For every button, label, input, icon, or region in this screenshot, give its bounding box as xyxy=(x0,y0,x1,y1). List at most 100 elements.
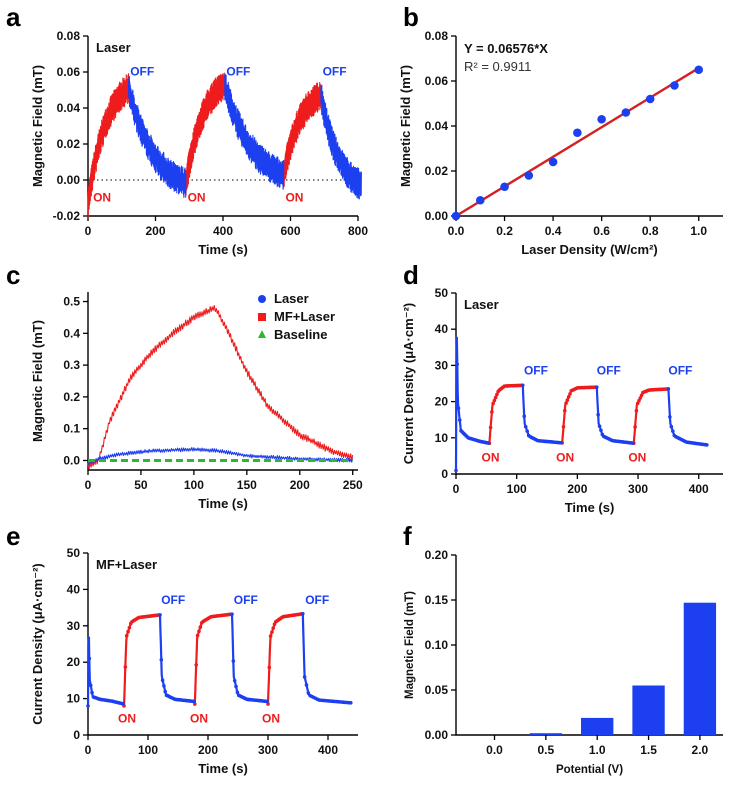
data-marker xyxy=(566,395,571,399)
x-axis-label: Time (s) xyxy=(198,496,248,511)
data-marker xyxy=(192,699,196,704)
annotation-on: ON xyxy=(556,450,574,464)
y-tick-label: 0.08 xyxy=(57,29,81,43)
data-marker xyxy=(230,612,234,616)
series-blue-segment xyxy=(230,614,268,703)
data-marker xyxy=(271,626,276,630)
y-tick-label: 10 xyxy=(67,692,81,706)
series-blue-segment xyxy=(224,73,285,190)
y-axis-label: Magnetic Field (mT) xyxy=(30,65,45,187)
fit-equation: Y = 0.06576*X xyxy=(464,41,548,56)
data-marker xyxy=(486,441,491,445)
data-marker xyxy=(90,690,94,695)
x-tick-label: 800 xyxy=(348,224,368,238)
data-marker xyxy=(562,408,567,413)
bar-1.0 xyxy=(581,717,614,735)
data-marker xyxy=(635,401,640,406)
data-marker xyxy=(525,429,529,433)
y-tick-label: 0.3 xyxy=(63,358,80,372)
annotation-off: OFF xyxy=(234,593,258,607)
annotation-off: OFF xyxy=(130,65,154,79)
annotation-off: OFF xyxy=(668,363,692,377)
annotation-on: ON xyxy=(481,450,499,464)
data-marker xyxy=(561,424,566,429)
data-marker xyxy=(159,657,164,662)
x-tick-label: 50 xyxy=(134,478,148,492)
data-marker xyxy=(488,425,493,430)
annotation-off: OFF xyxy=(305,593,329,607)
x-tick-label: 100 xyxy=(507,482,527,496)
data-marker xyxy=(495,392,499,397)
r-squared: R² = 0.9911 xyxy=(464,59,531,74)
data-marker xyxy=(597,424,602,428)
data-marker xyxy=(304,683,309,687)
data-marker xyxy=(491,401,495,406)
data-point xyxy=(645,94,655,104)
data-marker xyxy=(197,629,201,634)
data-marker xyxy=(234,684,238,689)
data-marker xyxy=(639,393,644,398)
series-laser xyxy=(87,447,354,466)
legend-label: Baseline xyxy=(274,327,327,342)
annotation-on: ON xyxy=(118,711,136,725)
y-tick-label: 50 xyxy=(67,546,81,560)
data-marker xyxy=(265,699,269,704)
data-marker xyxy=(87,656,92,661)
y-tick-label: 0.5 xyxy=(63,295,80,309)
y-tick-label: 20 xyxy=(67,655,81,669)
panel-letter-b: b xyxy=(403,2,419,32)
data-marker xyxy=(127,625,132,630)
y-tick-label: 0 xyxy=(73,728,80,742)
data-marker xyxy=(457,418,462,422)
data-marker xyxy=(559,440,564,445)
y-tick-label: 0.10 xyxy=(425,638,449,652)
panel-b-axes: 0.00 0.02 0.04 0.06 0.08 0.0 0.2 0.4 0.6 0.8 1.0 Ma… xyxy=(398,2,723,257)
data-marker xyxy=(455,362,460,367)
y-tick-label: 0.1 xyxy=(63,422,80,436)
data-marker xyxy=(124,634,129,638)
data-marker xyxy=(158,613,162,617)
series-mf-laser xyxy=(87,305,354,470)
data-marker xyxy=(637,398,641,403)
data-marker xyxy=(121,702,125,706)
x-tick-label: 200 xyxy=(290,478,310,492)
data-marker xyxy=(565,398,570,402)
data-marker xyxy=(520,383,525,388)
y-tick-label: 20 xyxy=(435,395,449,409)
x-tick-label: 0.5 xyxy=(538,743,555,757)
x-tick-label: 0.0 xyxy=(486,743,503,757)
data-marker xyxy=(194,663,198,667)
x-tick-label: 100 xyxy=(138,743,158,757)
x-tick-label: 250 xyxy=(343,478,363,492)
x-tick-label: 0 xyxy=(85,478,92,492)
panel-letter-e: e xyxy=(6,521,20,551)
annotation-off: OFF xyxy=(323,65,347,79)
x-tick-label: 400 xyxy=(213,224,233,238)
x-tick-label: 400 xyxy=(318,743,338,757)
series-blue-segment xyxy=(301,613,353,705)
data-marker xyxy=(631,441,635,445)
y-tick-label: 0.02 xyxy=(425,164,449,178)
x-tick-label: 0.4 xyxy=(545,224,562,238)
data-point xyxy=(451,211,461,221)
y-tick-label: 40 xyxy=(435,322,449,336)
data-marker xyxy=(235,690,240,695)
y-tick-label: 0.20 xyxy=(425,548,449,562)
y-tick-label: 0.06 xyxy=(425,74,449,88)
y-axis-label: Current Density (μA·cm⁻²) xyxy=(401,303,416,464)
data-marker xyxy=(493,395,498,400)
data-marker xyxy=(454,468,458,473)
annotation-off: OFF xyxy=(161,593,185,607)
data-marker xyxy=(348,701,353,705)
y-axis-label: Magnetic Field (mT) xyxy=(398,65,413,187)
data-marker xyxy=(306,691,311,695)
x-tick-label: 0.8 xyxy=(642,224,659,238)
x-tick-label: 1.5 xyxy=(640,743,657,757)
y-tick-label: -0.02 xyxy=(53,209,81,223)
data-marker xyxy=(522,414,527,418)
y-tick-label: 0.00 xyxy=(425,728,449,742)
series-red-segment xyxy=(87,73,130,218)
y-tick-label: 50 xyxy=(435,286,449,300)
panel-a-axes: -0.02 0.00 0.02 0.04 0.06 0.08 0 200 400 600 800 Ma… xyxy=(6,2,368,257)
data-marker xyxy=(492,398,497,403)
